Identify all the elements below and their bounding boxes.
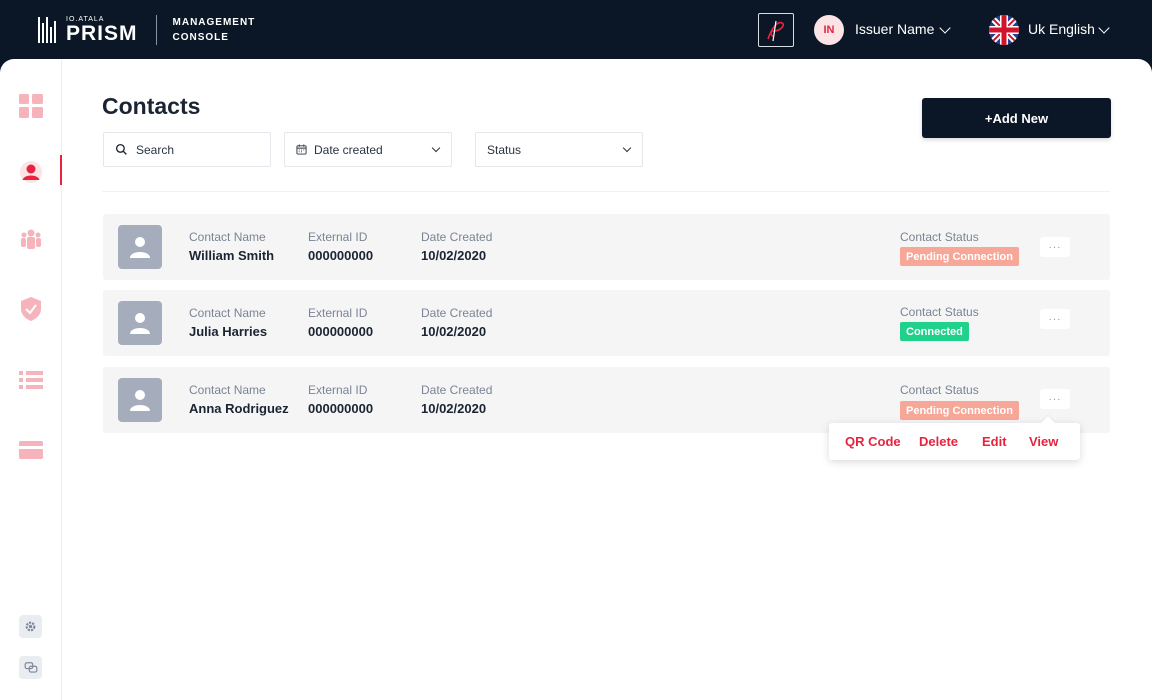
contact-row[interactable]: Contact Name Anna Rodriguez External ID … [103,367,1110,433]
contact-name: William Smith [189,248,275,263]
date-created-label: Date Created [421,383,493,397]
status-filter[interactable]: Status [475,132,643,167]
external-id: 000000000 [308,248,374,263]
brand-subtitle-2: CONSOLE [172,32,229,43]
contact-name: Julia Harries [189,324,268,339]
brand-divider [155,15,157,45]
language-chevron-down-icon[interactable] [1098,22,1110,34]
language-selector[interactable]: Uk English [1028,21,1095,37]
contact-name: Anna Rodriguez [189,401,289,416]
qr-code-action[interactable]: QR Code [845,434,901,449]
status-badge: Pending Connection [900,247,1019,266]
date-created: 10/02/2020 [421,324,487,339]
divider [102,191,1110,192]
calendar-icon [296,144,307,155]
contact-row[interactable]: Contact Name Julia Harries External ID 0… [103,290,1110,356]
external-id-label: External ID [308,383,368,397]
chat-icon[interactable] [19,656,42,679]
edit-action[interactable]: Edit [982,434,1007,449]
active-indicator [60,155,62,185]
external-id-label: External ID [308,230,368,244]
brand-small-text: IO.ATALA [66,16,105,23]
date-created-label: Date Created [421,230,493,244]
uk-flag-icon[interactable] [989,15,1019,45]
main-panel: Contacts +Add New Date created Status Co… [0,59,1152,700]
search-icon [115,143,127,155]
brand-name: PRISM [66,22,138,45]
brand-subtitle-1: MANAGEMENT [172,17,256,28]
add-new-button[interactable]: +Add New [922,98,1111,138]
contact-name-label: Contact Name [189,306,266,320]
more-options-button[interactable]: ··· [1040,309,1070,329]
templates-icon[interactable] [19,368,43,392]
contact-status-label: Contact Status [900,305,979,319]
date-created-label: Date created [314,142,383,157]
more-options-button[interactable]: ··· [1040,389,1070,409]
external-id: 000000000 [308,401,374,416]
date-created: 10/02/2020 [421,248,487,263]
status-badge: Connected [900,322,969,341]
contact-avatar-icon [118,301,162,345]
status-label: Status [487,142,522,157]
user-chevron-down-icon[interactable] [939,22,951,34]
date-created-filter[interactable]: Date created [284,132,452,167]
settings-icon[interactable] [19,615,42,638]
contact-status-label: Contact Status [900,383,979,397]
contact-name-label: Contact Name [189,383,266,397]
top-bar: IO.ATALA PRISM MANAGEMENT CONSOLE IN Iss… [0,0,1152,60]
search-box[interactable] [103,132,271,167]
view-action[interactable]: View [1029,434,1059,449]
contact-name-label: Contact Name [189,230,266,244]
contacts-icon[interactable] [19,160,43,184]
date-created: 10/02/2020 [421,401,487,416]
status-badge: Pending Connection [900,401,1019,420]
more-options-button[interactable]: ··· [1040,237,1070,257]
groups-icon[interactable] [19,227,43,251]
dashboard-icon[interactable] [19,94,43,118]
action-menu: QR Code Delete Edit View [829,415,1080,460]
search-input[interactable] [136,142,256,157]
user-avatar[interactable]: IN [814,15,844,45]
contact-status-label: Contact Status [900,230,979,244]
chevron-down-icon [622,143,632,153]
date-created-label: Date Created [421,306,493,320]
user-name[interactable]: Issuer Name [855,21,935,37]
prism-logo-icon [38,17,60,43]
contact-avatar-icon [118,225,162,269]
external-id: 000000000 [308,324,374,339]
organization-logo-icon[interactable] [758,13,794,47]
external-id-label: External ID [308,306,368,320]
brand-logo[interactable]: IO.ATALA PRISM MANAGEMENT CONSOLE [38,14,255,46]
contact-avatar-icon [118,378,162,422]
chevron-down-icon [431,143,441,153]
payments-icon[interactable] [19,438,43,462]
page-title: Contacts [102,93,201,119]
sidebar [0,59,62,700]
delete-action[interactable]: Delete [919,434,959,449]
contact-row[interactable]: Contact Name William Smith External ID 0… [103,214,1110,280]
credentials-icon[interactable] [19,297,43,321]
